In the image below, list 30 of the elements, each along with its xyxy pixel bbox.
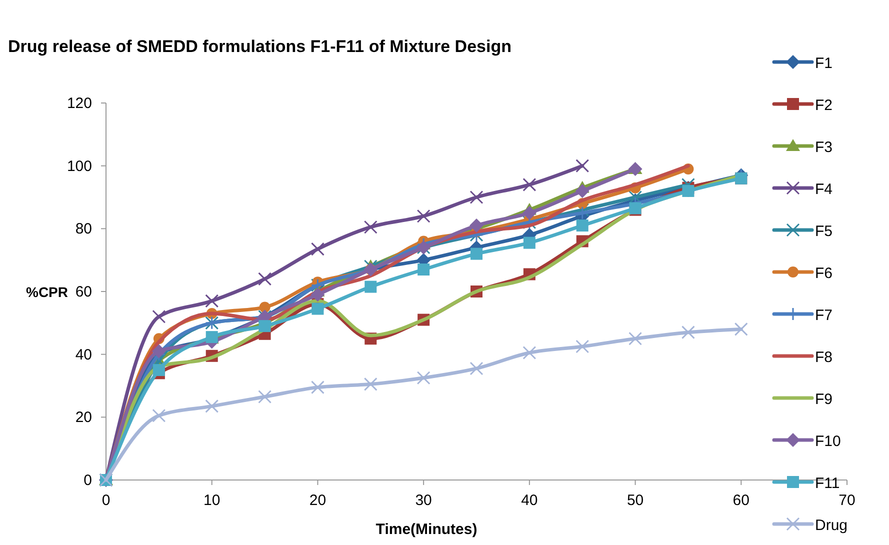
- legend-label: F9: [815, 391, 833, 408]
- legend-label: F1: [815, 55, 833, 72]
- chart-title: Drug release of SMEDD formulations F1-F11 of Mixture Design: [8, 37, 512, 56]
- y-tick-label: 40: [75, 346, 92, 364]
- x-tick-label: 20: [309, 492, 326, 509]
- x-tick-label: 60: [732, 492, 750, 509]
- y-axis-title: %CPR: [26, 284, 68, 300]
- legend-label: Drug: [815, 517, 848, 534]
- x-tick-label: 70: [838, 492, 856, 509]
- y-tick-label: 60: [75, 284, 92, 300]
- y-tick-label: 0: [84, 472, 92, 489]
- legend-label: F10: [815, 433, 841, 450]
- legend-label: F4: [815, 181, 833, 198]
- legend-label: F7: [815, 307, 833, 324]
- legend-label: F5: [815, 223, 833, 240]
- legend-label: F3: [815, 139, 833, 156]
- x-tick-label: 30: [415, 492, 432, 509]
- x-tick-label: 0: [102, 492, 110, 509]
- x-tick-label: 10: [204, 492, 220, 509]
- x-tick-label: 50: [626, 492, 644, 509]
- legend-label: F2: [815, 97, 833, 114]
- legend-label: F11: [815, 475, 840, 492]
- y-tick-label: 120: [66, 95, 92, 112]
- x-tick-label: 40: [521, 492, 538, 509]
- legend-label: F6: [815, 265, 833, 282]
- y-tick-label: 20: [75, 409, 92, 426]
- x-axis-title: Time(Minutes): [376, 521, 478, 538]
- legend-label: F8: [815, 349, 833, 366]
- y-tick-label: 80: [75, 220, 92, 238]
- y-tick-label: 100: [66, 158, 92, 175]
